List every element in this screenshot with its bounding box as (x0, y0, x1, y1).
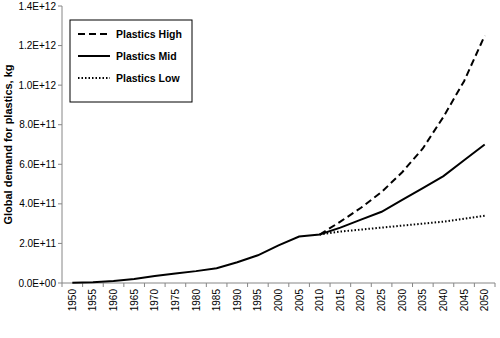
y-tick-label: 1.2E+12 (18, 40, 56, 51)
x-tick (103, 283, 104, 287)
x-tick (82, 283, 83, 287)
x-tick (350, 283, 351, 287)
y-tick-label: 0.0E+00 (18, 278, 56, 289)
y-tick (58, 283, 62, 284)
x-axis (62, 283, 495, 284)
x-tick-label: 1990 (232, 289, 243, 312)
x-tick-label: 1980 (191, 289, 202, 312)
y-tick-label: 1.4E+12 (18, 1, 56, 12)
x-tick-label: 2015 (335, 289, 346, 312)
y-tick-label: 1.0E+12 (18, 80, 56, 91)
y-tick-label: 2.0E+11 (19, 238, 56, 249)
y-tick (58, 164, 62, 165)
x-tick (495, 283, 496, 287)
y-tick (58, 85, 62, 86)
x-tick (62, 283, 63, 287)
x-tick-label: 2050 (479, 289, 490, 312)
y-tick-label: 4.0E+11 (19, 198, 56, 209)
chart: 0.0E+00 2.0E+11 4.0E+11 6.0E+11 8.0E+11 1.0E+… (0, 0, 500, 338)
legend-swatch (78, 33, 110, 35)
x-tick-label: 1950 (67, 289, 78, 312)
legend-swatch (78, 77, 110, 79)
legend: Plastics High Plastics Mid Plastics Low (70, 20, 192, 102)
x-tick (226, 283, 227, 287)
x-tick-label: 2005 (294, 289, 305, 312)
legend-label: Plastics Low (116, 72, 180, 84)
y-tick (58, 243, 62, 244)
x-tick (412, 283, 413, 287)
x-tick (165, 283, 166, 287)
x-tick-label: 1985 (211, 289, 222, 312)
x-tick (123, 283, 124, 287)
legend-label: Plastics High (116, 28, 182, 40)
y-tick (58, 6, 62, 7)
y-axis-label: Global demand for plastics, kg (2, 64, 14, 224)
x-tick (309, 283, 310, 287)
x-tick-label: 2035 (417, 289, 428, 312)
y-tick-label: 6.0E+11 (19, 159, 56, 170)
x-tick-label: 1960 (108, 289, 119, 312)
x-tick (453, 283, 454, 287)
x-tick (433, 283, 434, 287)
x-tick (185, 283, 186, 287)
legend-label: Plastics Mid (116, 50, 177, 62)
legend-box (70, 20, 192, 102)
x-tick (247, 283, 248, 287)
series-line (72, 145, 484, 283)
y-tick (58, 124, 62, 125)
x-tick (330, 283, 331, 287)
x-tick (144, 283, 145, 287)
series-line (320, 36, 485, 235)
x-tick (391, 283, 392, 287)
x-tick-label: 1975 (170, 289, 181, 312)
x-tick-label: 2040 (438, 289, 449, 312)
series-line (320, 216, 485, 235)
y-tick-label: 8.0E+11 (19, 119, 56, 130)
y-tick (58, 203, 62, 204)
legend-swatch (78, 55, 110, 57)
x-tick (474, 283, 475, 287)
x-tick (371, 283, 372, 287)
x-tick (288, 283, 289, 287)
x-tick-label: 2025 (376, 289, 387, 312)
x-tick-label: 2045 (459, 289, 470, 312)
x-tick (268, 283, 269, 287)
x-tick (206, 283, 207, 287)
x-tick-label: 1955 (87, 289, 98, 312)
x-tick-label: 1965 (129, 289, 140, 312)
x-tick-label: 2010 (314, 289, 325, 312)
y-tick (58, 45, 62, 46)
y-axis (62, 6, 63, 283)
x-tick-label: 1970 (149, 289, 160, 312)
x-tick-label: 1995 (252, 289, 263, 312)
x-tick-label: 2020 (355, 289, 366, 312)
x-tick-label: 2000 (273, 289, 284, 312)
x-tick-label: 2030 (397, 289, 408, 312)
